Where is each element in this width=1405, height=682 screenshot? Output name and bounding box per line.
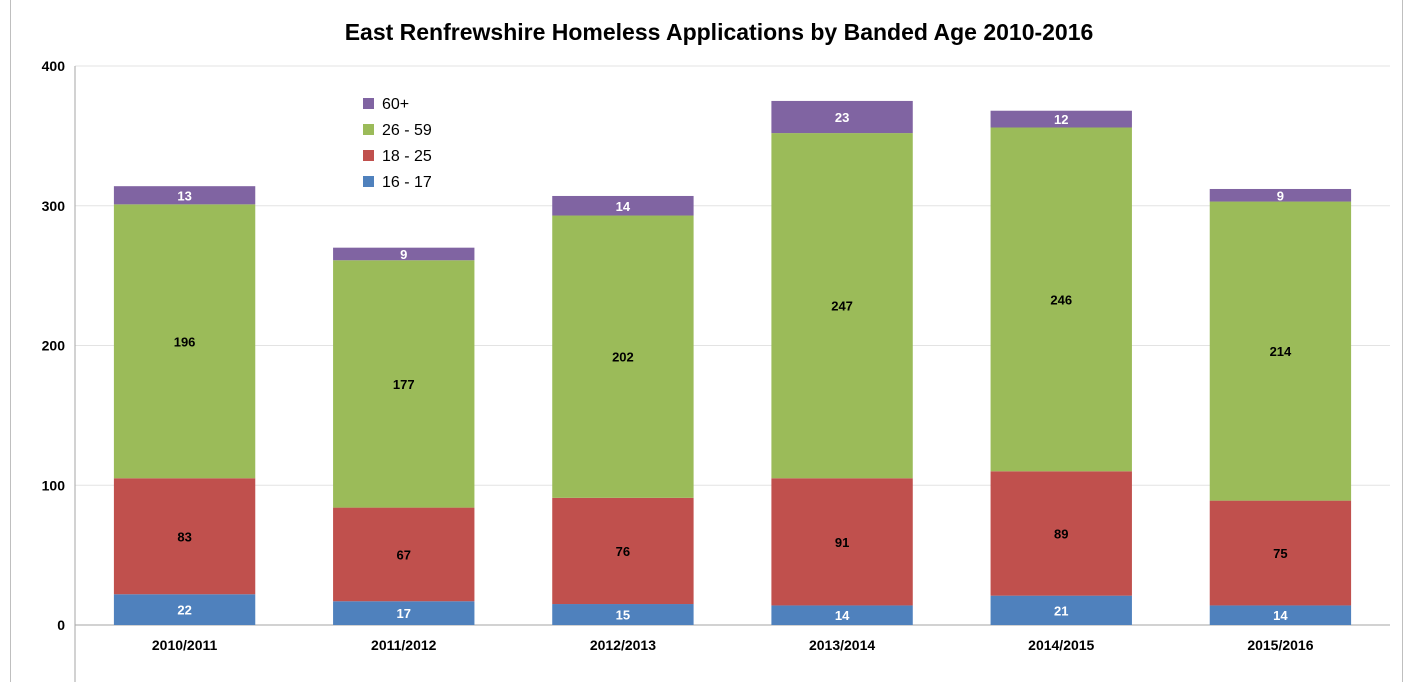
data-label-18-25-2013-2014: 91 (835, 535, 849, 550)
legend-swatch-26-59 (363, 124, 374, 135)
bar-18-25-2014-2015 (990, 471, 1132, 596)
legend-label-26-59: 26 - 59 (382, 122, 432, 139)
bar-60-2013-2014 (771, 100, 913, 134)
chart-title: East Renfrewshire Homeless Applications … (345, 19, 1094, 45)
data-label-26-59-2011-2012: 177 (393, 377, 415, 392)
x-tick-label-2013-2014: 2013/2014 (809, 637, 875, 653)
y-tick-label-300: 300 (42, 198, 66, 214)
bar-16-17-2015-2016 (1209, 605, 1352, 625)
x-tick-label-2011-2012: 2011/2012 (371, 637, 437, 653)
legend-swatch-18-25 (363, 150, 374, 161)
bar-26-59-2015-2016 (1209, 201, 1352, 501)
legend-swatch-16-17 (363, 176, 374, 187)
bar-18-25-2013-2014 (771, 478, 913, 606)
bar-16-17-2013-2014 (771, 605, 913, 625)
data-label-26-59-2010-2011: 196 (174, 334, 196, 349)
bar-26-59-2012-2013 (552, 215, 694, 498)
bar-18-25-2012-2013 (552, 497, 694, 605)
bar-60-2012-2013 (552, 195, 694, 216)
data-label-60-2013-2014: 23 (835, 110, 849, 125)
data-label-18-25-2014-2015: 89 (1054, 526, 1068, 541)
bar-18-25-2015-2016 (1209, 500, 1352, 606)
data-label-26-59-2015-2016: 214 (1270, 344, 1292, 359)
bar-16-17-2011-2012 (333, 601, 475, 625)
x-tick-label-2010-2011: 2010/2011 (152, 637, 218, 653)
data-label-16-17-2013-2014: 14 (835, 608, 850, 623)
gridlines (75, 65, 1390, 486)
data-label-60-2011-2012: 9 (400, 247, 407, 262)
bar-16-17-2014-2015 (990, 595, 1132, 625)
data-label-60-2015-2016: 9 (1277, 188, 1284, 203)
legend-swatch-60 (363, 98, 374, 109)
bar-60-2015-2016 (1209, 188, 1352, 202)
chart-frame: East Renfrewshire Homeless Applications … (10, 0, 1403, 682)
y-tick-label-100: 100 (42, 477, 66, 493)
bar-26-59-2014-2015 (990, 127, 1132, 472)
data-label-60-2014-2015: 12 (1054, 112, 1068, 127)
x-tick-label-2014-2015: 2014/2015 (1028, 637, 1094, 653)
data-label-26-59-2012-2013: 202 (612, 350, 634, 365)
data-label-60-2012-2013: 14 (616, 199, 631, 214)
data-label-16-17-2010-2011: 22 (177, 603, 191, 618)
bar-26-59-2013-2014 (771, 133, 913, 479)
bar-16-17-2010-2011 (113, 594, 256, 625)
data-label-16-17-2011-2012: 17 (397, 606, 411, 621)
data-label-18-25-2011-2012: 67 (397, 547, 411, 562)
legend-label-16-17: 16 - 17 (382, 174, 432, 191)
x-tick-label-2015-2016: 2015/2016 (1247, 637, 1313, 653)
legend-label-60: 60+ (382, 96, 409, 113)
bar-60-2011-2012 (333, 247, 475, 261)
bar-18-25-2010-2011 (113, 478, 256, 595)
axes: 0 100 200 300 400 2010/2011 2011/2012 2012/2013… (42, 58, 1390, 682)
legend: 60+ 26 - 59 18 - 25 16 - 17 (363, 96, 432, 191)
bars (113, 100, 1352, 625)
data-label-16-17-2012-2013: 15 (616, 608, 630, 623)
stacked-bar-chart: East Renfrewshire Homeless Applications … (42, 19, 1390, 682)
bar-16-17-2012-2013 (552, 604, 694, 625)
data-label-60-2010-2011: 13 (177, 188, 191, 203)
data-label-18-25-2010-2011: 83 (177, 529, 191, 544)
x-tick-label-2012-2013: 2012/2013 (590, 637, 656, 653)
data-label-16-17-2015-2016: 14 (1273, 608, 1288, 623)
data-label-16-17-2014-2015: 21 (1054, 603, 1068, 618)
y-tick-label-0: 0 (57, 617, 65, 633)
data-label-26-59-2014-2015: 246 (1050, 292, 1072, 307)
bar-18-25-2011-2012 (333, 507, 475, 602)
bar-26-59-2011-2012 (333, 260, 475, 508)
bar-26-59-2010-2011 (113, 204, 256, 479)
data-label-18-25-2012-2013: 76 (616, 544, 630, 559)
data-label-18-25-2015-2016: 75 (1273, 546, 1287, 561)
data-label-26-59-2013-2014: 247 (831, 299, 853, 314)
y-tick-label-400: 400 (42, 58, 66, 74)
y-tick-label-200: 200 (42, 338, 66, 354)
legend-label-18-25: 18 - 25 (382, 148, 432, 165)
bar-60-2010-2011 (113, 186, 256, 205)
data-labels: 22 83 196 13 17 67 177 9 15 76 202 14 14 91 247 23 21 89 2… (174, 110, 1292, 623)
bar-60-2014-2015 (990, 110, 1132, 128)
